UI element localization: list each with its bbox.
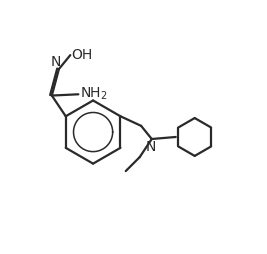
Text: NH$_2$: NH$_2$ (80, 86, 107, 102)
Text: OH: OH (72, 48, 93, 62)
Text: N: N (146, 140, 156, 154)
Text: N: N (50, 55, 61, 69)
